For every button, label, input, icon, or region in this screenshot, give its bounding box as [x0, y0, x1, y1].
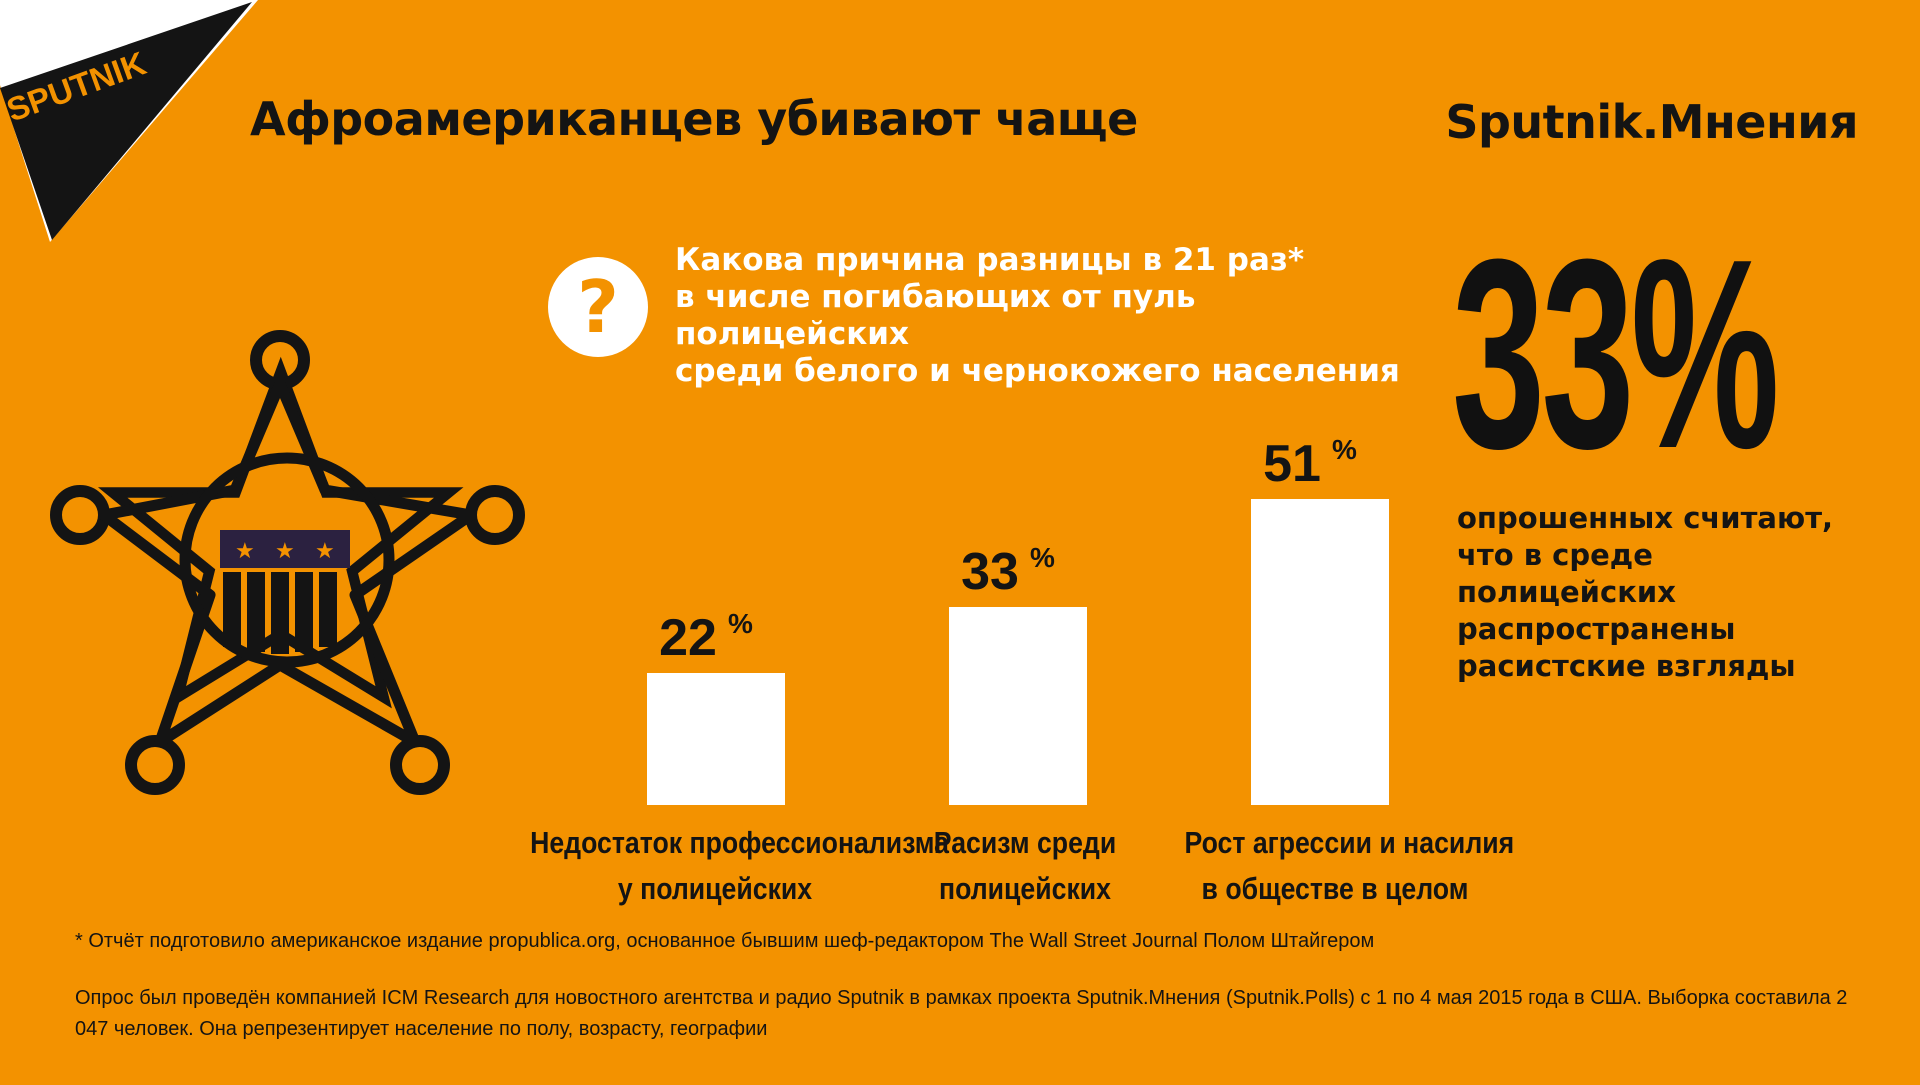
- highlight-value: 33%: [1452, 204, 1780, 505]
- bar: [1251, 499, 1389, 805]
- bar-unit-label: %: [1332, 434, 1357, 465]
- sheriff-star-badge-icon: ★ ★ ★: [50, 330, 525, 795]
- svg-text:★: ★: [315, 539, 335, 564]
- svg-text:★: ★: [275, 539, 295, 564]
- question-line: в числе погибающих от пуль полицейских: [675, 279, 1196, 352]
- question-line: среди белого и чернокожего населения: [675, 353, 1400, 389]
- question-text: Какова причина разницы в 21 раз* в числе…: [675, 242, 1435, 390]
- brand-title: Sputnik.Мнения: [1445, 95, 1858, 149]
- bar: [647, 673, 785, 805]
- sputnik-logo[interactable]: SPUTNIK: [0, 0, 260, 245]
- bar-unit-label: %: [1030, 542, 1055, 573]
- bar-unit-label: %: [728, 608, 753, 639]
- category-label: Недостаток профессионализма у полицейских: [530, 825, 949, 906]
- highlight-stat: 33%: [1452, 220, 1920, 490]
- footnote: * Отчёт подготовило американское издание…: [75, 930, 1375, 952]
- category-label: Рост агрессии и насилия в обществе в цело…: [1184, 825, 1515, 906]
- page-title: Афроамериканцев убивают чаще: [250, 92, 1138, 146]
- bar: [949, 607, 1087, 805]
- bar-chart: 22 % 33 % 51%: [647, 434, 1389, 805]
- question-mark-icon: ?: [548, 257, 648, 357]
- bar-value-label: 22: [659, 609, 717, 667]
- question-line: Какова причина разницы в 21 раз*: [675, 242, 1305, 278]
- category-label: Расизм среди полицейских: [933, 825, 1117, 906]
- highlight-caption: опрошенных считают, что в среде полицейс…: [1457, 501, 1834, 683]
- methodology-note: Опрос был проведён компанией ICM Researc…: [75, 987, 1848, 1040]
- svg-text:★: ★: [235, 539, 255, 564]
- bar-value-label: 51: [1263, 435, 1321, 493]
- bar-value-label: 33: [961, 543, 1019, 601]
